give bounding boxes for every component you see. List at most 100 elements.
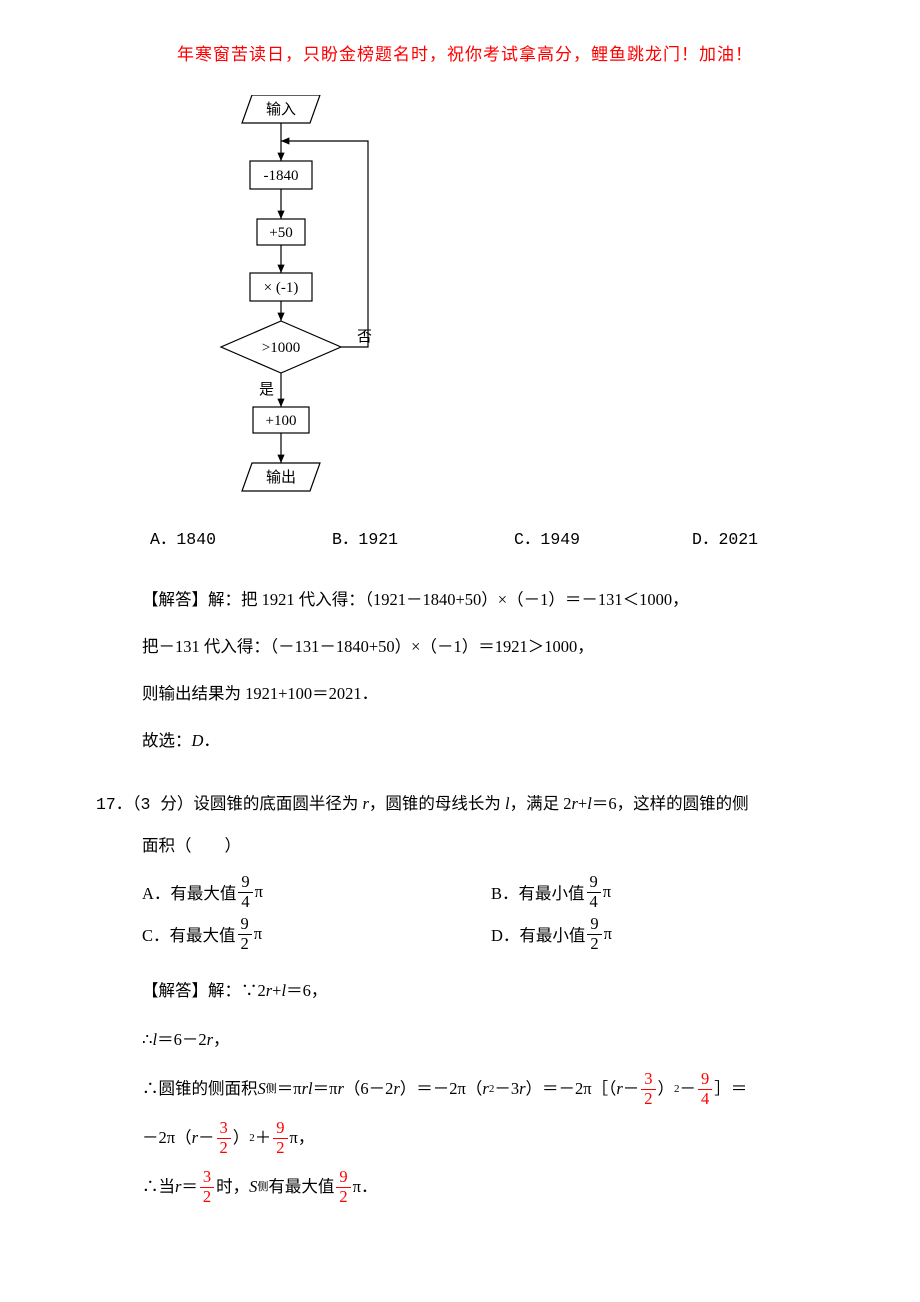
q17s-frac94: 94 <box>698 1071 712 1107</box>
q17s-f94n: 9 <box>698 1071 712 1089</box>
q17-options: A．有最大值 94 π B．有最小值 94 π C．有最大值 92 π D．有最… <box>90 874 840 952</box>
q17s-l3b: ＝π <box>277 1068 302 1111</box>
q16-option-d: D．2021 <box>692 525 758 549</box>
q17s-l3a: ∴圆锥的侧面积 <box>142 1068 258 1111</box>
q17-solution: 【解答】解：∵2r+l＝6， ∴l＝6－2r， ∴圆锥的侧面积 S侧＝π rl＝… <box>90 970 840 1208</box>
q17s-l2c: ， <box>213 1019 230 1062</box>
q17-stem-p1: 设圆锥的底面圆半径为 <box>193 794 362 813</box>
q17s-l1b: ＝6， <box>286 970 327 1013</box>
q17-b-num: 9 <box>587 874 601 892</box>
q17s-l1a: 【解答】解：∵2 <box>142 970 266 1013</box>
flowchart-svg: 输入-1840+50× (-1)>1000+100输出是否 <box>150 95 410 495</box>
q17-var-r2: r <box>572 794 578 813</box>
q17s-l3k: ］＝ <box>714 1068 747 1111</box>
q17-stem-line2: 面积（ ） <box>90 825 840 866</box>
q17-c-num: 9 <box>238 916 252 934</box>
q16-sol-line2: 把－131 代入得：（－131－1840+50）×（－1）＝1921＞1000， <box>142 626 840 669</box>
q17s-f92n2: 9 <box>336 1169 350 1187</box>
svg-text:+50: +50 <box>269 225 292 241</box>
q16-sol-ans: D <box>192 731 204 750</box>
q17-d-prefix: D．有最小值 <box>491 922 585 946</box>
q17-sol-l2: ∴l＝6－2r， <box>142 1019 840 1062</box>
q17-b-suffix: π <box>603 882 611 902</box>
q17s-l5b: ＝ <box>181 1166 198 1209</box>
q17s-l1r: r <box>266 970 272 1013</box>
q16-sol-ans-suffix: ． <box>203 731 220 750</box>
q17s-l3g: ）＝－2π［（ <box>525 1068 616 1111</box>
q17s-l3c: ＝π <box>313 1068 338 1111</box>
q16-sol-line3: 则输出结果为 1921+100＝2021． <box>142 673 840 716</box>
q17-a-prefix: A．有最大值 <box>142 880 236 904</box>
q17s-l5s: S <box>249 1166 257 1209</box>
q17-sol-l1: 【解答】解：∵2r+l＝6， <box>142 970 840 1013</box>
q17-option-c: C．有最大值 92 π <box>142 916 491 952</box>
q16-option-b: B．1921 <box>332 525 398 549</box>
q17s-l3s: S <box>258 1068 266 1111</box>
q17s-l2a: ∴ <box>142 1019 153 1062</box>
q17-stem-line1: 17．（3 分）设圆锥的底面圆半径为 r，圆锥的母线长为 l，满足 2r+l＝6… <box>90 783 840 825</box>
q17-sol-l5: ∴当 r＝32时，S侧有最大值92π． <box>142 1166 840 1209</box>
header-text: 年寒窗苦读日，只盼金榜题名时，祝你考试拿高分，鲤鱼跳龙门！加油！ <box>177 45 753 64</box>
q16-options: A．1840 B．1921 C．1949 D．2021 <box>90 525 840 549</box>
svg-text:+100: +100 <box>266 413 297 429</box>
svg-text:× (-1): × (-1) <box>264 280 299 296</box>
q17s-f32n3: 3 <box>200 1169 214 1187</box>
q16-sol-ans-prefix: 故选： <box>142 731 192 750</box>
svg-text:>1000: >1000 <box>262 340 300 356</box>
q17s-l3d: （6－2 <box>344 1068 394 1111</box>
q17s-f94d: 4 <box>698 1089 712 1108</box>
q17-b-frac: 94 <box>587 874 601 910</box>
q17-option-d: D．有最小值 92 π <box>491 916 840 952</box>
q17s-f92n: 9 <box>273 1120 287 1138</box>
q17s-f32d3: 2 <box>200 1187 214 1206</box>
svg-text:否: 否 <box>357 329 372 345</box>
q17-b-prefix: B．有最小值 <box>491 880 585 904</box>
q16-sol-line1: 【解答】解：把 1921 代入得：（1921－1840+50）×（－1）＝－13… <box>142 579 840 622</box>
q17s-f92d: 2 <box>273 1138 287 1157</box>
q17s-l3j: － <box>680 1068 697 1111</box>
q16-option-a: A．1840 <box>150 525 216 549</box>
q17s-l3h: － <box>623 1068 640 1111</box>
q17: 17．（3 分）设圆锥的底面圆半径为 r，圆锥的母线长为 l，满足 2r+l＝6… <box>90 783 840 867</box>
q17s-l4b: － <box>198 1117 215 1160</box>
q17s-frac92b: 92 <box>336 1169 350 1205</box>
q17s-l4a: －2π（ <box>142 1117 192 1160</box>
q17-b-den: 4 <box>587 892 601 911</box>
q17s-l3i: ） <box>658 1068 675 1111</box>
q17s-frac92: 92 <box>273 1120 287 1156</box>
q17s-l2b: ＝6－2 <box>157 1019 207 1062</box>
q17-stem-p3: ，满足 2 <box>510 794 572 813</box>
q17-d-frac: 92 <box>587 916 601 952</box>
q17-d-num: 9 <box>587 916 601 934</box>
q17s-f32n: 3 <box>641 1071 655 1089</box>
q17-option-a: A．有最大值 94 π <box>142 874 491 910</box>
svg-text:-1840: -1840 <box>264 168 299 184</box>
q17s-f32n2: 3 <box>217 1120 231 1138</box>
q17-a-suffix: π <box>255 882 263 902</box>
q17-number: 17．（3 分） <box>96 795 193 814</box>
q17-option-b: B．有最小值 94 π <box>491 874 840 910</box>
q17-c-den: 2 <box>238 934 252 953</box>
svg-text:是: 是 <box>259 382 274 398</box>
q17-a-frac: 94 <box>238 874 252 910</box>
q17s-l4d: ＋ <box>255 1117 272 1160</box>
q17-d-suffix: π <box>604 924 612 944</box>
q17s-l5sub: 侧 <box>257 1173 268 1202</box>
q16-solution: 【解答】解：把 1921 代入得：（1921－1840+50）×（－1）＝－13… <box>90 579 840 763</box>
q17-sol-l3: ∴圆锥的侧面积 S侧＝π rl＝π r（6－2r）＝－2π（r2－3r）＝－2π… <box>142 1068 840 1111</box>
q17s-f32d: 2 <box>641 1089 655 1108</box>
q17-a-den: 4 <box>238 892 252 911</box>
q17s-f32d2: 2 <box>217 1138 231 1157</box>
q17s-frac32: 32 <box>641 1071 655 1107</box>
q17-c-prefix: C．有最大值 <box>142 922 236 946</box>
q17s-frac32c: 32 <box>200 1169 214 1205</box>
q16-option-c: C．1949 <box>514 525 580 549</box>
q17s-l4c: ） <box>233 1117 250 1160</box>
q17s-l3f: －3 <box>494 1068 519 1111</box>
q17s-l5e: π． <box>353 1166 378 1209</box>
flowchart: 输入-1840+50× (-1)>1000+100输出是否 <box>150 95 840 500</box>
q17s-l5d: 有最大值 <box>268 1166 334 1209</box>
q17-stem-p2: ，圆锥的母线长为 <box>369 794 505 813</box>
svg-text:输入: 输入 <box>266 101 296 118</box>
q17s-l3sub: 侧 <box>266 1075 277 1104</box>
